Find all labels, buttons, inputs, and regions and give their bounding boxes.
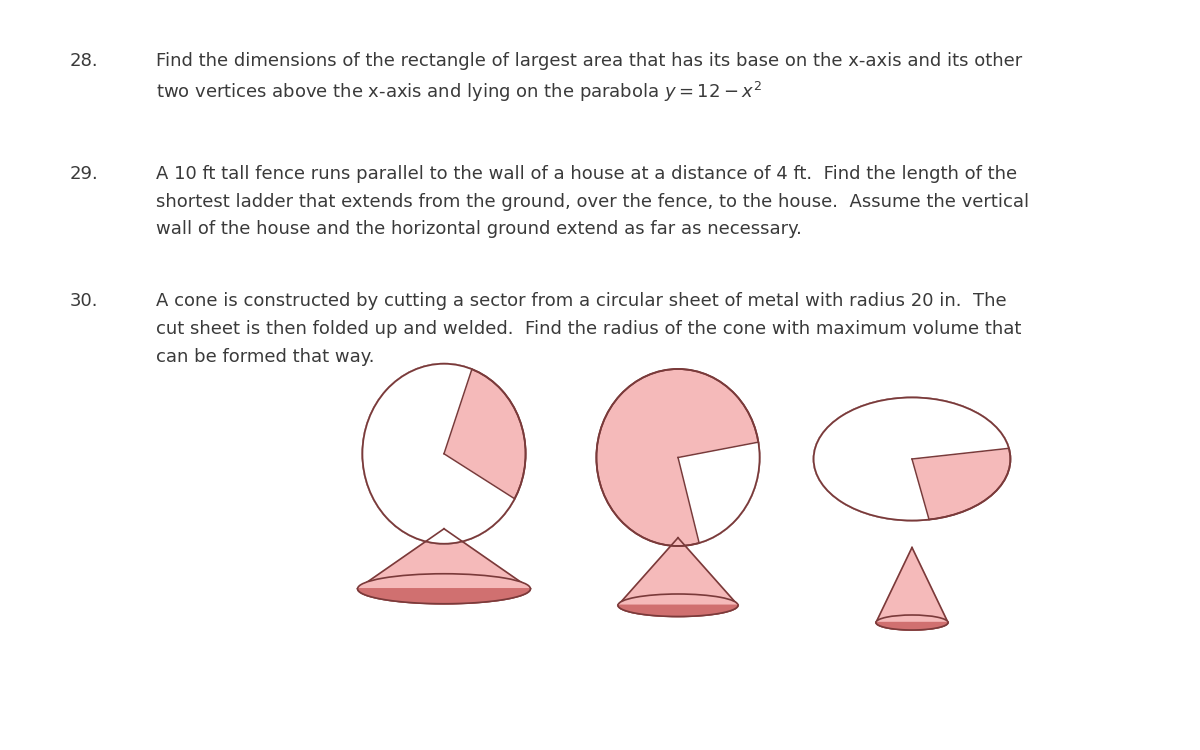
Polygon shape [618,538,738,605]
Polygon shape [876,548,948,622]
Text: wall of the house and the horizontal ground extend as far as necessary.: wall of the house and the horizontal gro… [156,220,802,238]
Polygon shape [814,398,1009,520]
Text: two vertices above the x-axis and lying on the parabola $y = 12 - x^2$: two vertices above the x-axis and lying … [156,80,762,104]
Ellipse shape [596,369,760,546]
Text: Find the dimensions of the rectangle of largest area that has its base on the x-: Find the dimensions of the rectangle of … [156,53,1022,70]
Polygon shape [618,605,738,616]
Text: cut sheet is then folded up and welded.  Find the radius of the cone with maximu: cut sheet is then folded up and welded. … [156,320,1021,338]
Text: 29.: 29. [70,165,98,183]
Text: 28.: 28. [70,53,98,70]
Polygon shape [362,364,515,544]
Polygon shape [358,589,530,604]
Ellipse shape [876,615,948,630]
Ellipse shape [358,574,530,604]
Text: can be formed that way.: can be formed that way. [156,348,374,366]
Text: A 10 ft tall fence runs parallel to the wall of a house at a distance of 4 ft.  : A 10 ft tall fence runs parallel to the … [156,165,1018,183]
Polygon shape [358,529,530,589]
Ellipse shape [618,594,738,616]
Ellipse shape [362,364,526,544]
Polygon shape [678,442,760,543]
Text: 30.: 30. [70,292,98,310]
Text: shortest ladder that extends from the ground, over the fence, to the house.  Ass: shortest ladder that extends from the gr… [156,193,1030,211]
Ellipse shape [814,398,1010,520]
Polygon shape [876,622,948,630]
Text: A cone is constructed by cutting a sector from a circular sheet of metal with ra: A cone is constructed by cutting a secto… [156,292,1007,310]
